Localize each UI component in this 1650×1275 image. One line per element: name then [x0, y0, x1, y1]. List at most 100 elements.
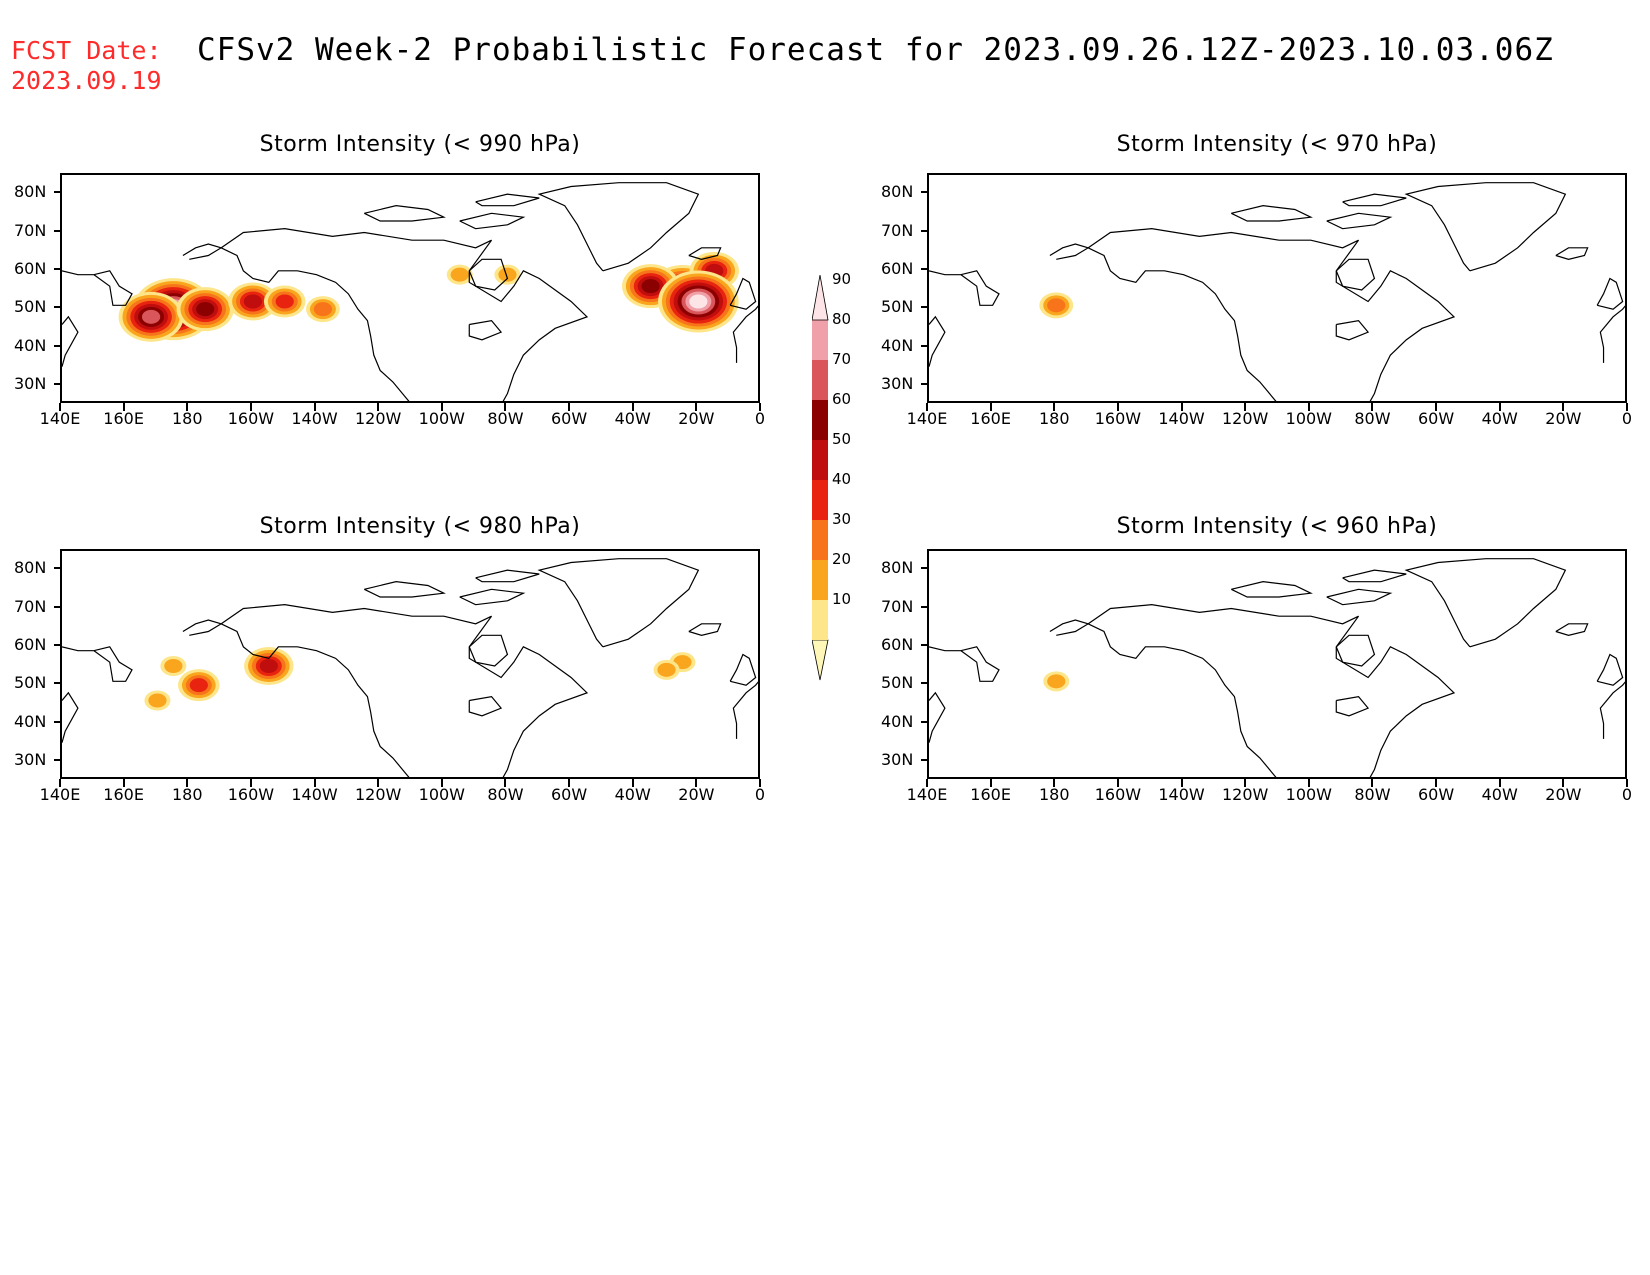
coastline	[1404, 182, 1567, 272]
lon-tick-mark	[1626, 403, 1628, 411]
coastline	[537, 558, 700, 648]
lon-tick-mark	[1371, 779, 1374, 787]
lon-tick-label: 120W	[354, 785, 402, 804]
coastline	[732, 305, 758, 363]
lat-tick-label: 70N	[14, 220, 47, 240]
lon-tick-mark	[313, 403, 316, 411]
coastline	[929, 315, 946, 367]
lon-tick-label: 160W	[227, 785, 275, 804]
map-frame	[927, 549, 1627, 779]
lon-tick-label: 40W	[614, 409, 651, 428]
lat-tick-mark	[921, 643, 929, 646]
lon-tick-mark	[122, 779, 125, 787]
colorbar-band	[812, 360, 828, 400]
probability-contour	[1047, 298, 1066, 313]
lon-tick-mark	[1180, 779, 1183, 787]
lat-tick-label: 80N	[14, 558, 47, 578]
probability-contour	[275, 294, 294, 309]
probability-contour	[313, 302, 333, 317]
lon-tick-mark	[989, 779, 992, 787]
lat-tick-mark	[54, 758, 62, 761]
coastline	[62, 646, 133, 682]
lon-tick-mark	[504, 403, 507, 411]
lon-tick-mark	[989, 403, 992, 411]
lat-tick-mark	[921, 306, 929, 309]
colorbar-upper-cap	[811, 274, 829, 321]
lat-tick-label: 30N	[14, 373, 47, 393]
coastline	[468, 696, 503, 717]
colorbar-graphic	[811, 274, 829, 681]
map-svg	[929, 558, 1625, 777]
lat-tick-mark	[921, 567, 929, 570]
lon-tick-label: 160E	[970, 409, 1011, 428]
coastline	[1335, 634, 1376, 667]
lat-tick-mark	[54, 382, 62, 385]
lon-tick-mark	[59, 403, 61, 411]
lat-tick-label: 50N	[14, 673, 47, 693]
lat-tick-mark	[921, 682, 929, 685]
coastline	[1335, 696, 1370, 717]
lon-tick-label: 0	[1621, 785, 1633, 804]
lat-tick-mark	[921, 758, 929, 761]
coastline	[1231, 581, 1313, 598]
lon-tick-mark	[631, 779, 634, 787]
lat-tick-mark	[921, 229, 929, 232]
coastline	[468, 634, 509, 667]
lon-tick-mark	[1626, 779, 1628, 787]
lon-tick-label: 160E	[103, 409, 144, 428]
coastline	[364, 205, 446, 222]
lon-tick-mark	[1307, 779, 1310, 787]
coastline	[1087, 604, 1456, 777]
map-frame	[60, 173, 760, 403]
lon-tick-mark	[1244, 779, 1247, 787]
colorbar-band	[812, 440, 828, 480]
lat-tick-mark	[54, 306, 62, 309]
panel-title: Storm Intensity (< 990 hPa)	[259, 132, 581, 157]
page-title: CFSv2 Week-2 Probabilistic Forecast for …	[197, 32, 1554, 68]
lat-tick-label: 40N	[14, 335, 47, 355]
coastline	[220, 247, 410, 401]
lon-tick-mark	[568, 779, 571, 787]
lat-tick-label: 80N	[14, 182, 47, 202]
coastline	[1231, 205, 1313, 222]
lon-tick-label: 0	[754, 785, 766, 804]
lat-tick-label: 60N	[14, 258, 47, 278]
fcst-date: 2023.09.19	[11, 66, 162, 95]
colorbar-label: 30	[832, 510, 852, 528]
probability-contour	[1047, 674, 1066, 689]
lon-tick-label: 0	[754, 409, 766, 428]
lon-tick-label: 40W	[1481, 785, 1518, 804]
coastline	[182, 619, 223, 636]
lon-tick-mark	[59, 779, 61, 787]
coastline	[475, 569, 540, 583]
coastline	[1596, 653, 1624, 686]
probability-contour	[689, 294, 708, 309]
lat-tick-label: 50N	[14, 297, 47, 317]
lon-tick-mark	[249, 403, 252, 411]
lon-tick-label: 40W	[614, 785, 651, 804]
coastline	[62, 691, 79, 743]
lon-tick-label: 80W	[487, 409, 524, 428]
lat-tick-mark	[54, 567, 62, 570]
coastline	[364, 581, 446, 598]
lon-tick-mark	[1053, 779, 1056, 787]
probability-contour	[148, 693, 167, 708]
colorbar-label: 70	[832, 350, 852, 368]
coastline	[459, 588, 526, 606]
lon-tick-label: 180	[171, 785, 203, 804]
colorbar-band	[812, 600, 828, 640]
lat-tick-mark	[921, 605, 929, 608]
lon-tick-mark	[249, 779, 252, 787]
lon-tick-label: 160W	[1094, 785, 1142, 804]
probability-contour	[259, 659, 278, 673]
colorbar-label: 20	[832, 550, 852, 568]
colorbar-label: 40	[832, 470, 852, 488]
lon-tick-label: 40W	[1481, 409, 1518, 428]
lon-tick-label: 120W	[1221, 409, 1269, 428]
coastline	[220, 623, 410, 777]
coastline	[1555, 623, 1589, 636]
lat-tick-mark	[54, 643, 62, 646]
probability-contour	[141, 309, 161, 324]
lon-tick-label: 60W	[550, 409, 588, 428]
probability-contour	[657, 662, 676, 677]
